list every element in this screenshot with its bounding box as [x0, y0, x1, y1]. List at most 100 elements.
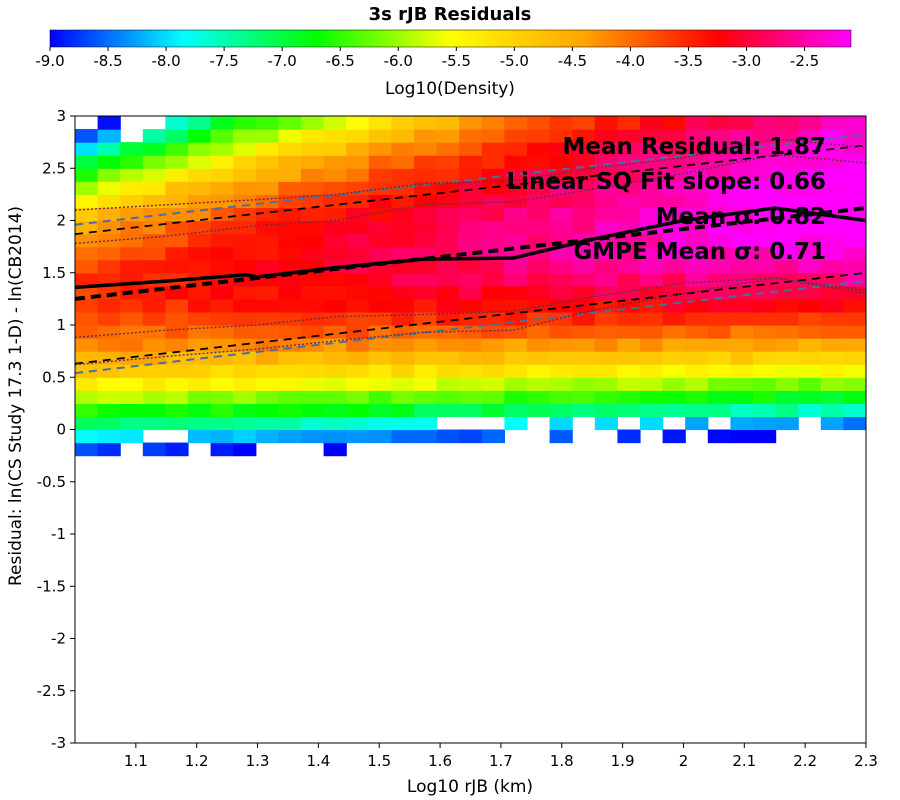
- heatmap-cell: [504, 390, 528, 404]
- heatmap-cell: [255, 311, 279, 326]
- heatmap-cell: [436, 325, 460, 339]
- series-line-dashed-steelblue: [75, 133, 866, 226]
- heatmap-cell: [481, 351, 505, 365]
- heatmap-cell: [255, 390, 279, 404]
- heatmap-cell: [75, 272, 99, 287]
- heatmap-cell: [730, 364, 754, 378]
- heatmap-cell: [707, 168, 731, 182]
- heatmap-cell: [120, 168, 144, 182]
- heatmap-cell: [820, 364, 844, 378]
- heatmap-cell: [255, 116, 279, 130]
- heatmap-cell: [255, 142, 279, 156]
- heatmap-cell: [346, 298, 370, 313]
- heatmap-cell: [459, 207, 483, 222]
- heatmap-cell: [594, 129, 618, 143]
- series-line-dashed-thick: [75, 206, 866, 301]
- heatmap-cell: [753, 298, 777, 313]
- heatmap-cell: [549, 220, 573, 235]
- heatmap-cell: [188, 429, 212, 444]
- heatmap-cell: [391, 311, 415, 326]
- heatmap-cell: [391, 377, 415, 391]
- heatmap-cell: [640, 116, 664, 130]
- heatmap-cell: [685, 311, 709, 326]
- heatmap-cell: [843, 116, 866, 130]
- heatmap-cell: [210, 181, 234, 195]
- heatmap-cell: [753, 285, 777, 300]
- heatmap-cell: [323, 377, 347, 391]
- heatmap-cell: [97, 116, 121, 130]
- heatmap-cell: [188, 403, 212, 418]
- heatmap-cell: [436, 155, 460, 169]
- heatmap-cell: [775, 272, 799, 287]
- heatmap-cell: [165, 390, 189, 404]
- heatmap-cell: [436, 285, 460, 300]
- heatmap-cell: [820, 403, 844, 418]
- heatmap-cell: [255, 155, 279, 169]
- heatmap-cell: [165, 181, 189, 195]
- heatmap-cell: [278, 246, 302, 261]
- heatmap-cell: [414, 207, 438, 222]
- heatmap-cell: [662, 298, 686, 313]
- heatmap-cell: [662, 129, 686, 143]
- heatmap-cell: [120, 194, 144, 209]
- heatmap-cell: [594, 116, 618, 130]
- heatmap-cell: [685, 325, 709, 339]
- heatmap-cell: [775, 155, 799, 169]
- x-tick-label: 1.5: [367, 752, 391, 770]
- heatmap-cell: [843, 246, 866, 261]
- heatmap-cell: [210, 207, 234, 222]
- heatmap-cell: [75, 416, 99, 431]
- heatmap-cell: [594, 259, 618, 274]
- heatmap-cell: [368, 142, 392, 156]
- heatmap-cell: [527, 377, 551, 391]
- heatmap-cell: [414, 390, 438, 404]
- heatmap-cell: [233, 155, 257, 169]
- heatmap-cell: [459, 142, 483, 156]
- heatmap-cell: [504, 416, 528, 431]
- heatmap-cell: [188, 129, 212, 143]
- heatmap-cell: [391, 325, 415, 339]
- heatmap-cell: [549, 416, 573, 431]
- heatmap-cell: [323, 181, 347, 195]
- heatmap-cell: [730, 233, 754, 248]
- colorbar-tick-label: -3.0: [732, 52, 761, 70]
- heatmap-cell: [527, 325, 551, 339]
- heatmap-cell: [549, 207, 573, 222]
- heatmap-cell: [97, 442, 121, 457]
- heatmap-cell: [481, 390, 505, 404]
- heatmap-cell: [391, 168, 415, 182]
- heatmap-cell: [820, 338, 844, 352]
- heatmap-cell: [188, 390, 212, 404]
- heatmap-cell: [323, 298, 347, 313]
- heatmap-cell: [210, 168, 234, 182]
- heatmap-cell: [459, 194, 483, 209]
- heatmap-cell: [730, 429, 754, 444]
- heatmap-cell: [640, 390, 664, 404]
- heatmap-cell: [730, 246, 754, 261]
- heatmap-cell: [504, 285, 528, 300]
- heatmap-cell: [278, 403, 302, 418]
- heatmap-cell: [391, 129, 415, 143]
- heatmap-cell: [346, 155, 370, 169]
- heatmap-cell: [730, 272, 754, 287]
- heatmap-cell: [504, 142, 528, 156]
- heatmap-cell: [142, 168, 166, 182]
- heatmap-cell: [730, 377, 754, 391]
- heatmap-cell: [572, 338, 596, 352]
- heatmap-cell: [436, 351, 460, 365]
- heatmap-cell: [255, 429, 279, 444]
- heatmap-cell: [504, 129, 528, 143]
- heatmap-cell: [165, 364, 189, 378]
- heatmap-cell: [210, 220, 234, 235]
- heatmap-cell: [391, 181, 415, 195]
- heatmap-cell: [640, 246, 664, 261]
- series-line-dotted: [75, 277, 866, 366]
- heatmap-cell: [142, 442, 166, 457]
- heatmap-cell: [97, 429, 121, 444]
- heatmap-cell: [549, 155, 573, 169]
- heatmap-cell: [188, 194, 212, 209]
- heatmap-cell: [730, 403, 754, 418]
- heatmap-cell: [75, 129, 99, 143]
- heatmap-cell: [820, 377, 844, 391]
- heatmap-cell: [640, 377, 664, 391]
